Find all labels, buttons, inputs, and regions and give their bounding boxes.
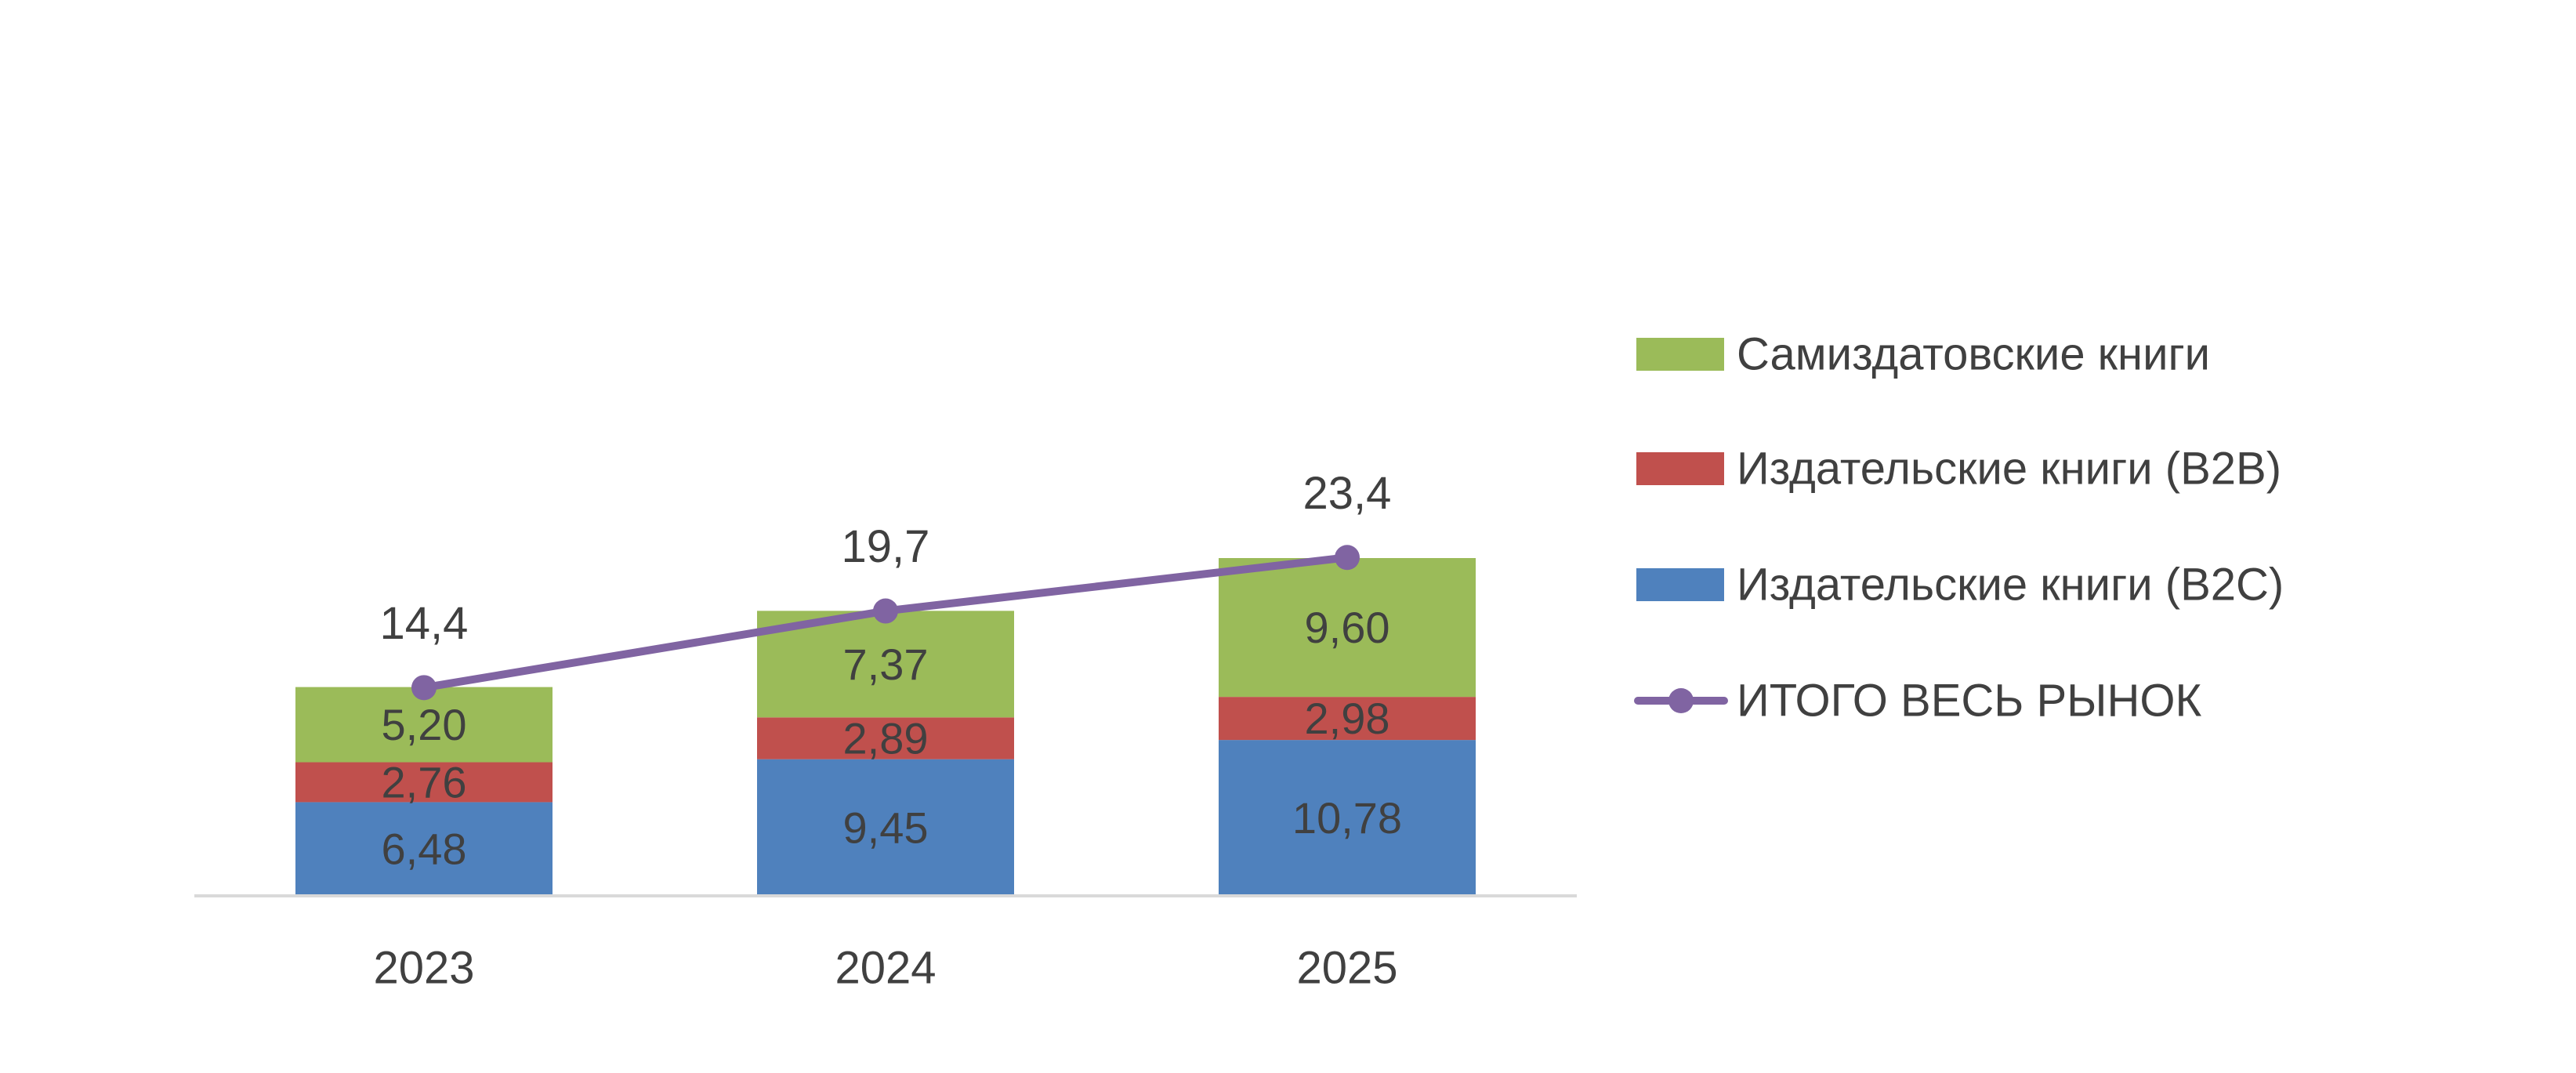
- total-line-layer: 14,4 19,7 23,4: [380, 468, 1392, 701]
- total-point: [873, 598, 898, 624]
- x-tick-label: 2024: [835, 943, 936, 994]
- bar-data-label: 9,45: [843, 803, 929, 852]
- bar-segment: [295, 762, 553, 803]
- bar-segment: [757, 717, 1014, 759]
- bar-data-label: 9,60: [1305, 603, 1390, 652]
- legend: Самиздатовские книги Издательские книги (…: [1634, 329, 2284, 727]
- total-point: [1335, 545, 1360, 571]
- bar-data-label: 2,89: [843, 713, 929, 763]
- total-data-label: 23,4: [1303, 468, 1392, 519]
- bars-layer: 6,48 2,76 5,20 9,45 2,89 7,37 10,78 2,98 9,60: [295, 558, 1476, 896]
- bar-segment: [1219, 697, 1476, 741]
- legend-label: Издательские книги (B2B): [1737, 444, 2281, 495]
- bar-segment: [1219, 740, 1476, 896]
- bar-data-label: 2,98: [1305, 694, 1390, 743]
- bar-data-label: 10,78: [1292, 793, 1402, 843]
- bar-data-label: 2,76: [382, 757, 467, 807]
- total-point: [411, 675, 437, 701]
- bar-data-label: 5,20: [382, 700, 467, 749]
- legend-label: Самиздатовские книги: [1737, 329, 2210, 380]
- x-tick-label: 2023: [373, 943, 474, 994]
- bar-segment: [757, 759, 1014, 896]
- legend-line-marker: [1668, 688, 1694, 713]
- legend-swatch: [1636, 338, 1724, 371]
- bar-segment: [1219, 558, 1476, 698]
- legend-label: ИТОГО ВЕСЬ РЫНОК: [1737, 676, 2201, 727]
- total-data-label: 19,7: [842, 521, 930, 572]
- total-data-label: 14,4: [380, 598, 469, 649]
- bar-segment: [295, 802, 553, 896]
- legend-swatch: [1636, 568, 1724, 601]
- legend-label: Издательские книги (B2C): [1737, 560, 2284, 611]
- legend-swatch: [1636, 452, 1724, 485]
- bar-data-label: 6,48: [382, 825, 467, 874]
- bar-data-label: 7,37: [843, 640, 929, 689]
- x-tick-label: 2025: [1296, 943, 1397, 994]
- x-axis: 2023 2024 2025: [194, 894, 1577, 994]
